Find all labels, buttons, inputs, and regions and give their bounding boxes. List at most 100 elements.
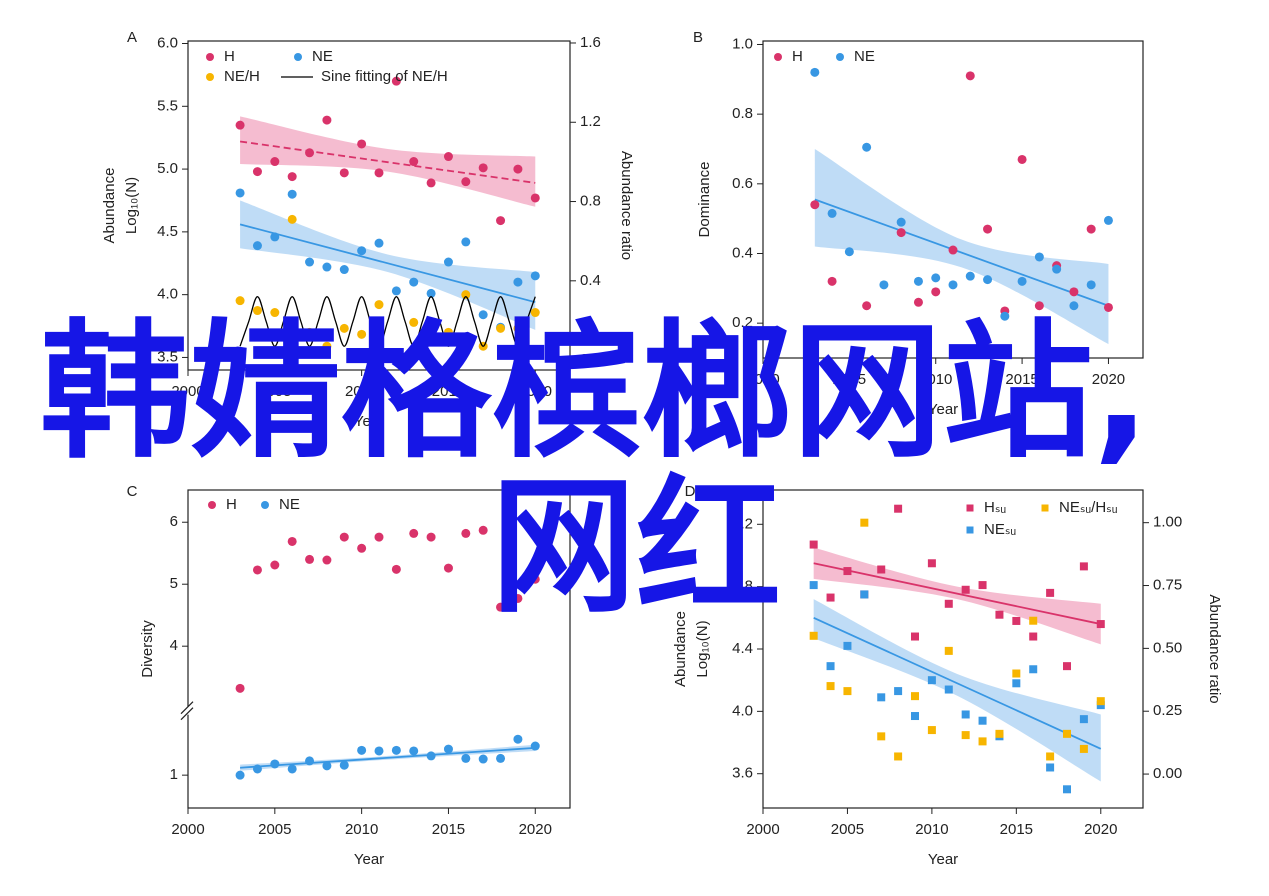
- point: [374, 238, 384, 248]
- x-axis-label: Year: [928, 401, 958, 418]
- point: [1012, 616, 1021, 625]
- point: [305, 554, 315, 564]
- point: [1079, 715, 1088, 724]
- point: [810, 200, 820, 210]
- point: [944, 685, 953, 694]
- point: [1052, 264, 1062, 274]
- legend-label: NEₛᵤ: [984, 521, 1016, 538]
- point: [270, 759, 280, 769]
- point: [391, 564, 401, 574]
- point: [965, 271, 975, 281]
- point: [1079, 562, 1088, 571]
- y-axis-label: Abundance: [101, 168, 118, 244]
- point: [913, 276, 923, 286]
- point: [391, 745, 401, 755]
- point: [1069, 301, 1079, 311]
- point: [911, 692, 919, 701]
- point: [443, 563, 453, 573]
- point: [287, 764, 297, 774]
- y-tick-label: 0.8: [732, 105, 753, 122]
- legend-label: NEₛᵤ/Hₛᵤ: [1059, 499, 1118, 516]
- y-tick-label: 4.8: [732, 578, 753, 595]
- point: [877, 693, 886, 702]
- point: [860, 518, 869, 527]
- point: [252, 167, 262, 177]
- point: [305, 257, 315, 267]
- overlay-text: 网红: [491, 461, 781, 633]
- point: [287, 189, 297, 199]
- y-tick-label: 4.0: [157, 286, 178, 303]
- point: [862, 142, 872, 152]
- point: [426, 333, 436, 343]
- point: [978, 737, 987, 746]
- plot-frame: [762, 40, 1144, 359]
- confidence-band: [240, 200, 536, 330]
- x-tick-label: 2000: [171, 383, 204, 400]
- point: [287, 172, 297, 182]
- point: [844, 247, 854, 257]
- legend-label: Sine fitting of NE/H: [321, 68, 448, 85]
- legend-label: H: [224, 48, 235, 65]
- point: [443, 744, 453, 754]
- point: [252, 306, 262, 316]
- point: [478, 754, 488, 764]
- point: [513, 164, 523, 174]
- point: [843, 641, 852, 650]
- point: [1086, 224, 1096, 234]
- point: [357, 543, 367, 553]
- point: [478, 163, 488, 173]
- legend-marker: [966, 504, 974, 512]
- point: [461, 177, 471, 187]
- legend-marker: [208, 501, 216, 509]
- y-axis-label: Log₁₀(N): [123, 177, 140, 234]
- x-tick-label: 2005: [833, 371, 866, 388]
- point: [409, 746, 419, 756]
- legend-label: NE/H: [224, 68, 260, 85]
- plot-frame: [187, 40, 571, 371]
- point: [944, 599, 953, 608]
- x-tick-label: 2020: [1084, 821, 1117, 838]
- fit-line: [240, 746, 536, 769]
- point: [461, 528, 471, 538]
- point: [391, 76, 401, 86]
- point: [809, 631, 818, 640]
- y-tick-label: 1: [170, 766, 178, 783]
- point: [1046, 752, 1055, 761]
- point: [322, 262, 332, 272]
- point: [235, 188, 245, 198]
- point: [948, 245, 958, 255]
- point: [322, 115, 332, 125]
- point: [322, 555, 332, 565]
- y-tick-label: 0.6: [732, 175, 753, 192]
- point: [305, 148, 315, 158]
- y2-tick-label: 1.2: [580, 113, 601, 130]
- point: [1086, 280, 1096, 290]
- y-tick-label: 4.5: [157, 223, 178, 240]
- point: [478, 310, 488, 320]
- point: [826, 682, 835, 691]
- legend-marker: [966, 526, 974, 534]
- y-tick-label: 5.2: [732, 515, 753, 532]
- point: [1000, 311, 1010, 321]
- point: [965, 71, 975, 81]
- point: [1017, 276, 1027, 286]
- point: [426, 288, 436, 298]
- legend-label: NE: [279, 496, 300, 513]
- x-tick-label: 2015: [432, 821, 465, 838]
- point: [287, 536, 297, 546]
- y-axis-label: Log₁₀(N): [694, 620, 711, 677]
- point: [1017, 154, 1027, 164]
- point: [270, 560, 280, 570]
- point: [513, 734, 523, 744]
- y2-tick-label: 0.8: [580, 193, 601, 210]
- point: [339, 323, 349, 333]
- point: [978, 581, 987, 590]
- point: [513, 593, 523, 603]
- point: [1096, 697, 1105, 706]
- point: [995, 729, 1004, 738]
- overlay-text: 韩婧格槟榔网站,: [40, 306, 1150, 478]
- point: [1034, 252, 1044, 262]
- point: [357, 246, 367, 256]
- point: [1034, 301, 1044, 311]
- x-tick-label: 2000: [171, 821, 204, 838]
